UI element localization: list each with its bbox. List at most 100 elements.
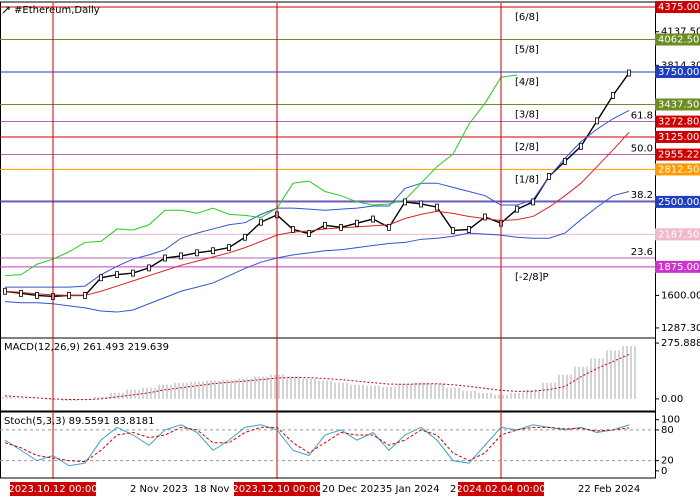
x-tick-label: 2 Nov 2023 <box>130 484 188 495</box>
level-tag: [5/8] <box>515 45 539 56</box>
candle <box>99 274 103 282</box>
candle <box>339 223 343 231</box>
candle <box>3 287 7 295</box>
candle <box>467 226 471 233</box>
level-label: 2500.00 <box>658 197 699 208</box>
series-line <box>4 191 630 313</box>
candle <box>515 205 519 213</box>
fib-tag: 61.8 <box>631 111 653 122</box>
title-icon <box>2 6 10 14</box>
level-tag: [4/8] <box>515 77 539 88</box>
level-label: 4375.00 <box>658 2 699 13</box>
marker-box <box>458 482 544 496</box>
panel-title: MACD(12,26,9) 261.493 219.639 <box>4 342 169 353</box>
y-tick-label: 100 <box>661 415 680 426</box>
panel-frame <box>0 337 656 412</box>
level-label: 3437.50 <box>658 99 699 110</box>
level-box <box>655 195 700 208</box>
panel-title: Stoch(5,3,3) 89.5591 83.8181 <box>4 416 155 427</box>
level-box <box>655 130 700 143</box>
candle <box>211 247 215 255</box>
series-line <box>4 72 630 298</box>
series-line <box>4 74 518 277</box>
candle <box>595 117 599 125</box>
series-line <box>4 426 630 463</box>
candle <box>611 91 615 99</box>
candle <box>579 142 583 150</box>
candle <box>371 215 375 223</box>
level-box <box>655 115 700 128</box>
candle <box>355 219 359 227</box>
candle <box>243 233 247 241</box>
candle <box>195 249 199 257</box>
candle <box>387 223 391 231</box>
y-tick-label: 4137.50 <box>661 27 700 38</box>
series-line <box>5 110 630 288</box>
x-tick-label: 20 Dec 2023 <box>322 484 386 495</box>
level-tag: [6/8] <box>515 12 539 23</box>
candle <box>179 252 183 260</box>
y-tick-label: 80 <box>661 425 674 436</box>
candle <box>291 226 295 233</box>
level-label: 2955.22 <box>658 150 699 161</box>
x-tick-label: 5 Jan 2024 <box>386 484 440 495</box>
x-tick-label: 18 Nov 202 <box>194 484 252 495</box>
candle <box>531 198 535 206</box>
level-label: 2812.50 <box>658 164 699 175</box>
level-label: 3125.00 <box>658 132 699 143</box>
level-box <box>655 98 700 111</box>
candle <box>563 157 567 165</box>
candle <box>163 254 167 262</box>
y-tick-label: 1600.00 <box>661 290 700 301</box>
level-tag: [2/8] <box>515 142 539 153</box>
candle <box>627 69 631 77</box>
x-marker-label: 2023.12.10 00:00 <box>232 484 321 495</box>
level-label: 2187.50 <box>658 229 699 240</box>
candle <box>259 218 263 226</box>
candle <box>147 264 151 272</box>
candle <box>403 198 407 206</box>
series-line <box>4 424 630 467</box>
y-tick-label: 0 <box>661 466 667 477</box>
fib-tag: 38.2 <box>631 190 653 201</box>
level-label: 3750.00 <box>658 67 699 78</box>
level-tag: [1/8] <box>515 174 539 185</box>
candle <box>483 213 487 221</box>
y-tick-label: 3814.30 <box>661 60 700 71</box>
level-box <box>655 260 700 273</box>
candle <box>67 292 71 299</box>
x-marker-label: 2023.10.12 00:00 <box>8 484 97 495</box>
level-box <box>655 228 700 241</box>
candle <box>435 203 439 211</box>
x-tick-label: 22 Feb 2024 <box>578 484 640 495</box>
fib-tag: 23.6 <box>631 247 653 258</box>
candle <box>307 230 311 237</box>
level-box <box>655 33 700 46</box>
level-box <box>655 66 700 79</box>
level-label: 1875.00 <box>658 262 699 273</box>
panel-frame <box>0 411 656 479</box>
level-label: 3272.80 <box>658 117 699 128</box>
marker-box <box>10 482 96 496</box>
level-tag: [3/8] <box>515 109 539 120</box>
x-marker-label: 2024.02.04 00:00 <box>456 484 545 495</box>
marker-box <box>234 482 320 496</box>
level-box <box>655 1 700 14</box>
candle <box>419 200 423 208</box>
candle <box>35 292 39 299</box>
fib-tag: 50.0 <box>631 144 653 155</box>
candle <box>547 173 551 180</box>
y-tick-label: 0.00 <box>661 394 683 405</box>
candle <box>451 227 455 234</box>
series-line <box>4 131 630 296</box>
candle <box>131 269 135 277</box>
level-label: 4062.50 <box>658 35 699 46</box>
candle <box>83 292 87 299</box>
level-tag: [-2/8]P <box>515 272 549 283</box>
y-tick-label: 20 <box>661 456 674 467</box>
candle <box>115 271 119 279</box>
level-box <box>655 163 700 176</box>
candle <box>19 289 23 297</box>
